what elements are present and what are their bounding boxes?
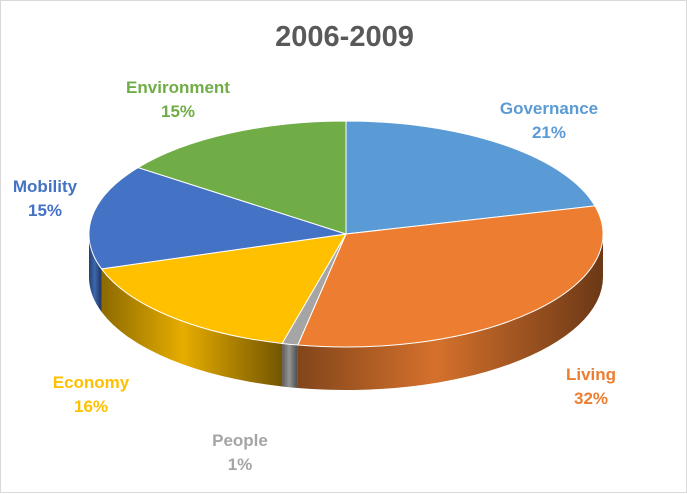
slice-value: 15% xyxy=(160,102,196,121)
pie-side-people xyxy=(282,343,298,388)
slice-value: 16% xyxy=(73,397,109,416)
slice-name: Environment xyxy=(126,78,230,97)
slice-name: People xyxy=(212,431,268,450)
pie-side-living xyxy=(297,234,603,391)
pie-slice-economy xyxy=(100,233,347,344)
slice-value: 1% xyxy=(227,455,253,474)
slice-label-economy: Economy 16% xyxy=(53,371,130,419)
slice-label-living: Living 32% xyxy=(566,363,616,411)
slice-label-mobility: Mobility 15% xyxy=(13,175,77,223)
pie-side-mobility xyxy=(89,234,102,312)
pie-slice-governance xyxy=(345,120,596,235)
pie-slice-mobility xyxy=(88,167,347,270)
slice-name: Living xyxy=(565,365,617,384)
chart-title: 2006-2009 xyxy=(275,21,414,53)
slice-label-people: People 1% xyxy=(212,429,268,477)
slice-value: 15% xyxy=(27,201,63,220)
slice-name: Economy xyxy=(52,373,130,392)
pie-slice-living xyxy=(297,205,604,348)
slice-label-governance: Governance 21% xyxy=(500,97,598,145)
pie-side-economy xyxy=(101,268,283,387)
pie-side-walls xyxy=(89,234,603,391)
slice-name: Governance xyxy=(499,99,599,118)
slice-value: 21% xyxy=(531,123,567,142)
pie-top-faces xyxy=(88,120,604,348)
slice-value: 32% xyxy=(573,389,609,408)
slice-name: Mobility xyxy=(12,177,78,196)
slice-label-environment: Environment 15% xyxy=(126,76,230,124)
pie-slice-environment xyxy=(136,120,347,235)
